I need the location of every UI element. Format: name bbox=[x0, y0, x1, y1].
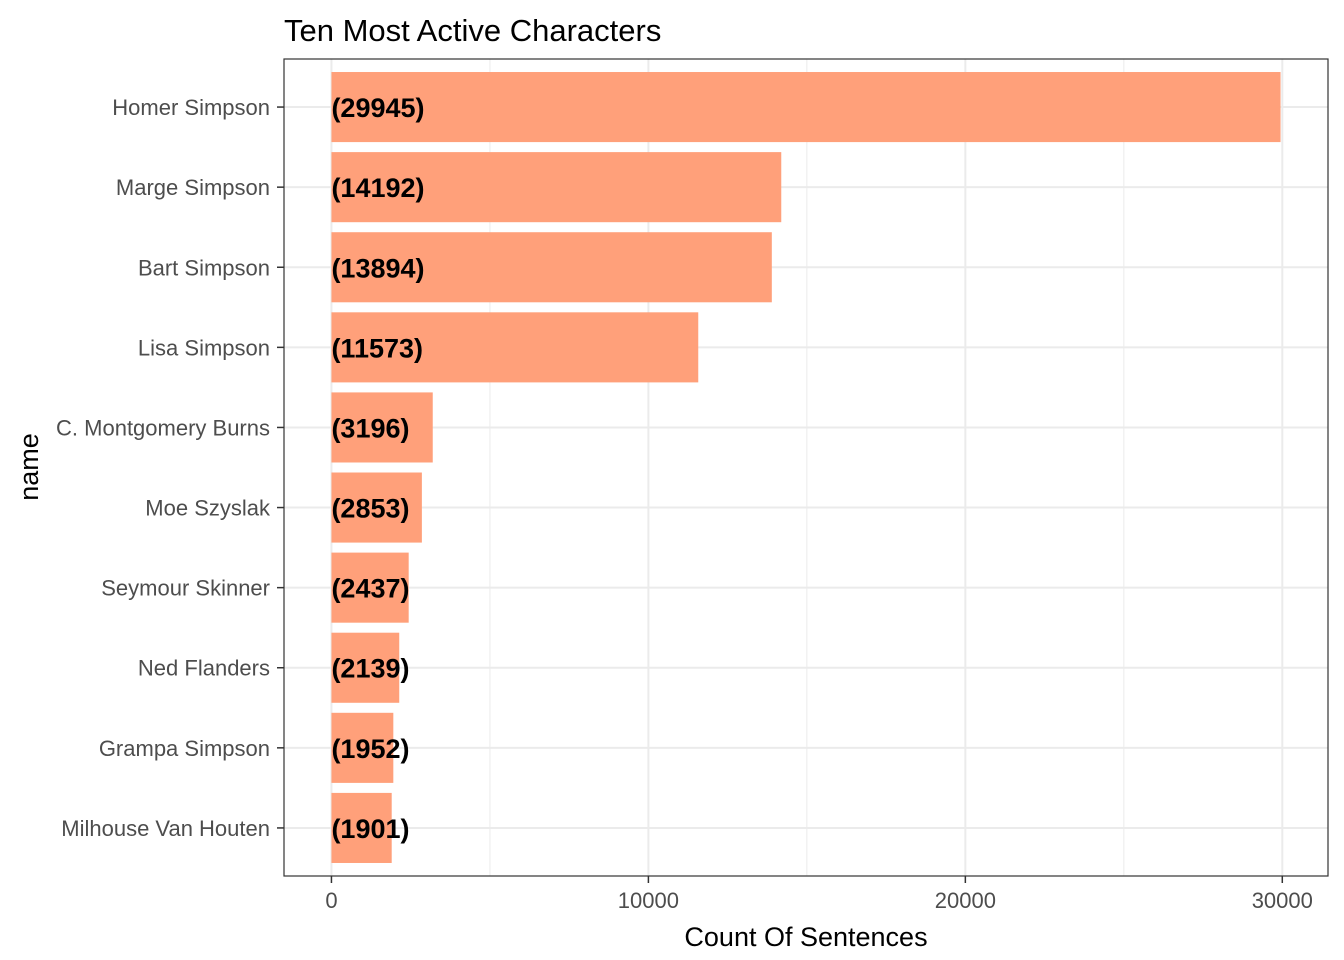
bar bbox=[331, 392, 433, 463]
bar-data-label: (2139) bbox=[331, 654, 409, 684]
category-label: C. Montgomery Burns bbox=[56, 415, 270, 440]
bar-data-label: (14192) bbox=[331, 173, 424, 203]
category-label: Milhouse Van Houten bbox=[61, 816, 270, 841]
bar bbox=[331, 472, 422, 543]
category-label: Ned Flanders bbox=[138, 656, 270, 681]
bar-data-label: (13894) bbox=[331, 253, 424, 283]
y-axis-title: name bbox=[14, 433, 44, 501]
bar-data-label: (2853) bbox=[331, 494, 409, 524]
bar bbox=[331, 152, 782, 223]
x-tick-label: 0 bbox=[325, 888, 337, 913]
chart-title: Ten Most Active Characters bbox=[284, 13, 661, 48]
bars bbox=[331, 72, 1281, 863]
bar bbox=[331, 792, 392, 863]
bar bbox=[331, 632, 400, 703]
bar bbox=[331, 232, 772, 303]
bar-data-label: (1952) bbox=[331, 734, 409, 764]
x-tick-label: 20000 bbox=[935, 888, 996, 913]
bar-data-label: (29945) bbox=[331, 93, 424, 123]
category-label: Seymour Skinner bbox=[101, 576, 270, 601]
bar-labels: (29945) (14192) (13894) (11573) (3196) (2853)… bbox=[331, 93, 424, 844]
x-axis-title: Count Of Sentences bbox=[684, 922, 927, 952]
bar-data-label: (1901) bbox=[331, 814, 409, 844]
category-label: Lisa Simpson bbox=[138, 335, 270, 360]
bar bbox=[331, 312, 699, 383]
category-label: Grampa Simpson bbox=[99, 736, 270, 761]
bar-data-label: (11573) bbox=[331, 333, 423, 363]
panel-border bbox=[283, 58, 1329, 877]
bar bbox=[331, 72, 1281, 143]
y-axis: Homer Simpson Marge Simpson Bart Simpson Li… bbox=[56, 95, 284, 841]
bar-data-label: (2437) bbox=[331, 574, 409, 604]
x-tick-label: 30000 bbox=[1252, 888, 1313, 913]
bar-data-label: (3196) bbox=[331, 413, 409, 443]
category-label: Homer Simpson bbox=[112, 95, 270, 120]
x-axis: 0 10000 20000 30000 bbox=[325, 876, 1313, 913]
category-label: Marge Simpson bbox=[116, 175, 270, 200]
bar bbox=[331, 552, 409, 623]
category-label: Bart Simpson bbox=[138, 255, 270, 280]
category-label: Moe Szyslak bbox=[145, 496, 271, 521]
bar bbox=[331, 712, 394, 783]
x-tick-label: 10000 bbox=[618, 888, 679, 913]
